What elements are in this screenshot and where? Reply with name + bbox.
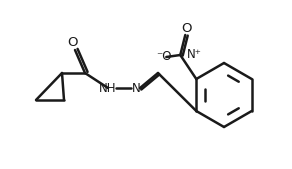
Text: N: N — [132, 81, 140, 94]
Text: O: O — [68, 37, 78, 50]
Text: N⁺: N⁺ — [187, 49, 202, 62]
Text: ⁻O: ⁻O — [156, 51, 172, 64]
Text: NH: NH — [99, 81, 117, 94]
Text: O: O — [181, 21, 192, 34]
